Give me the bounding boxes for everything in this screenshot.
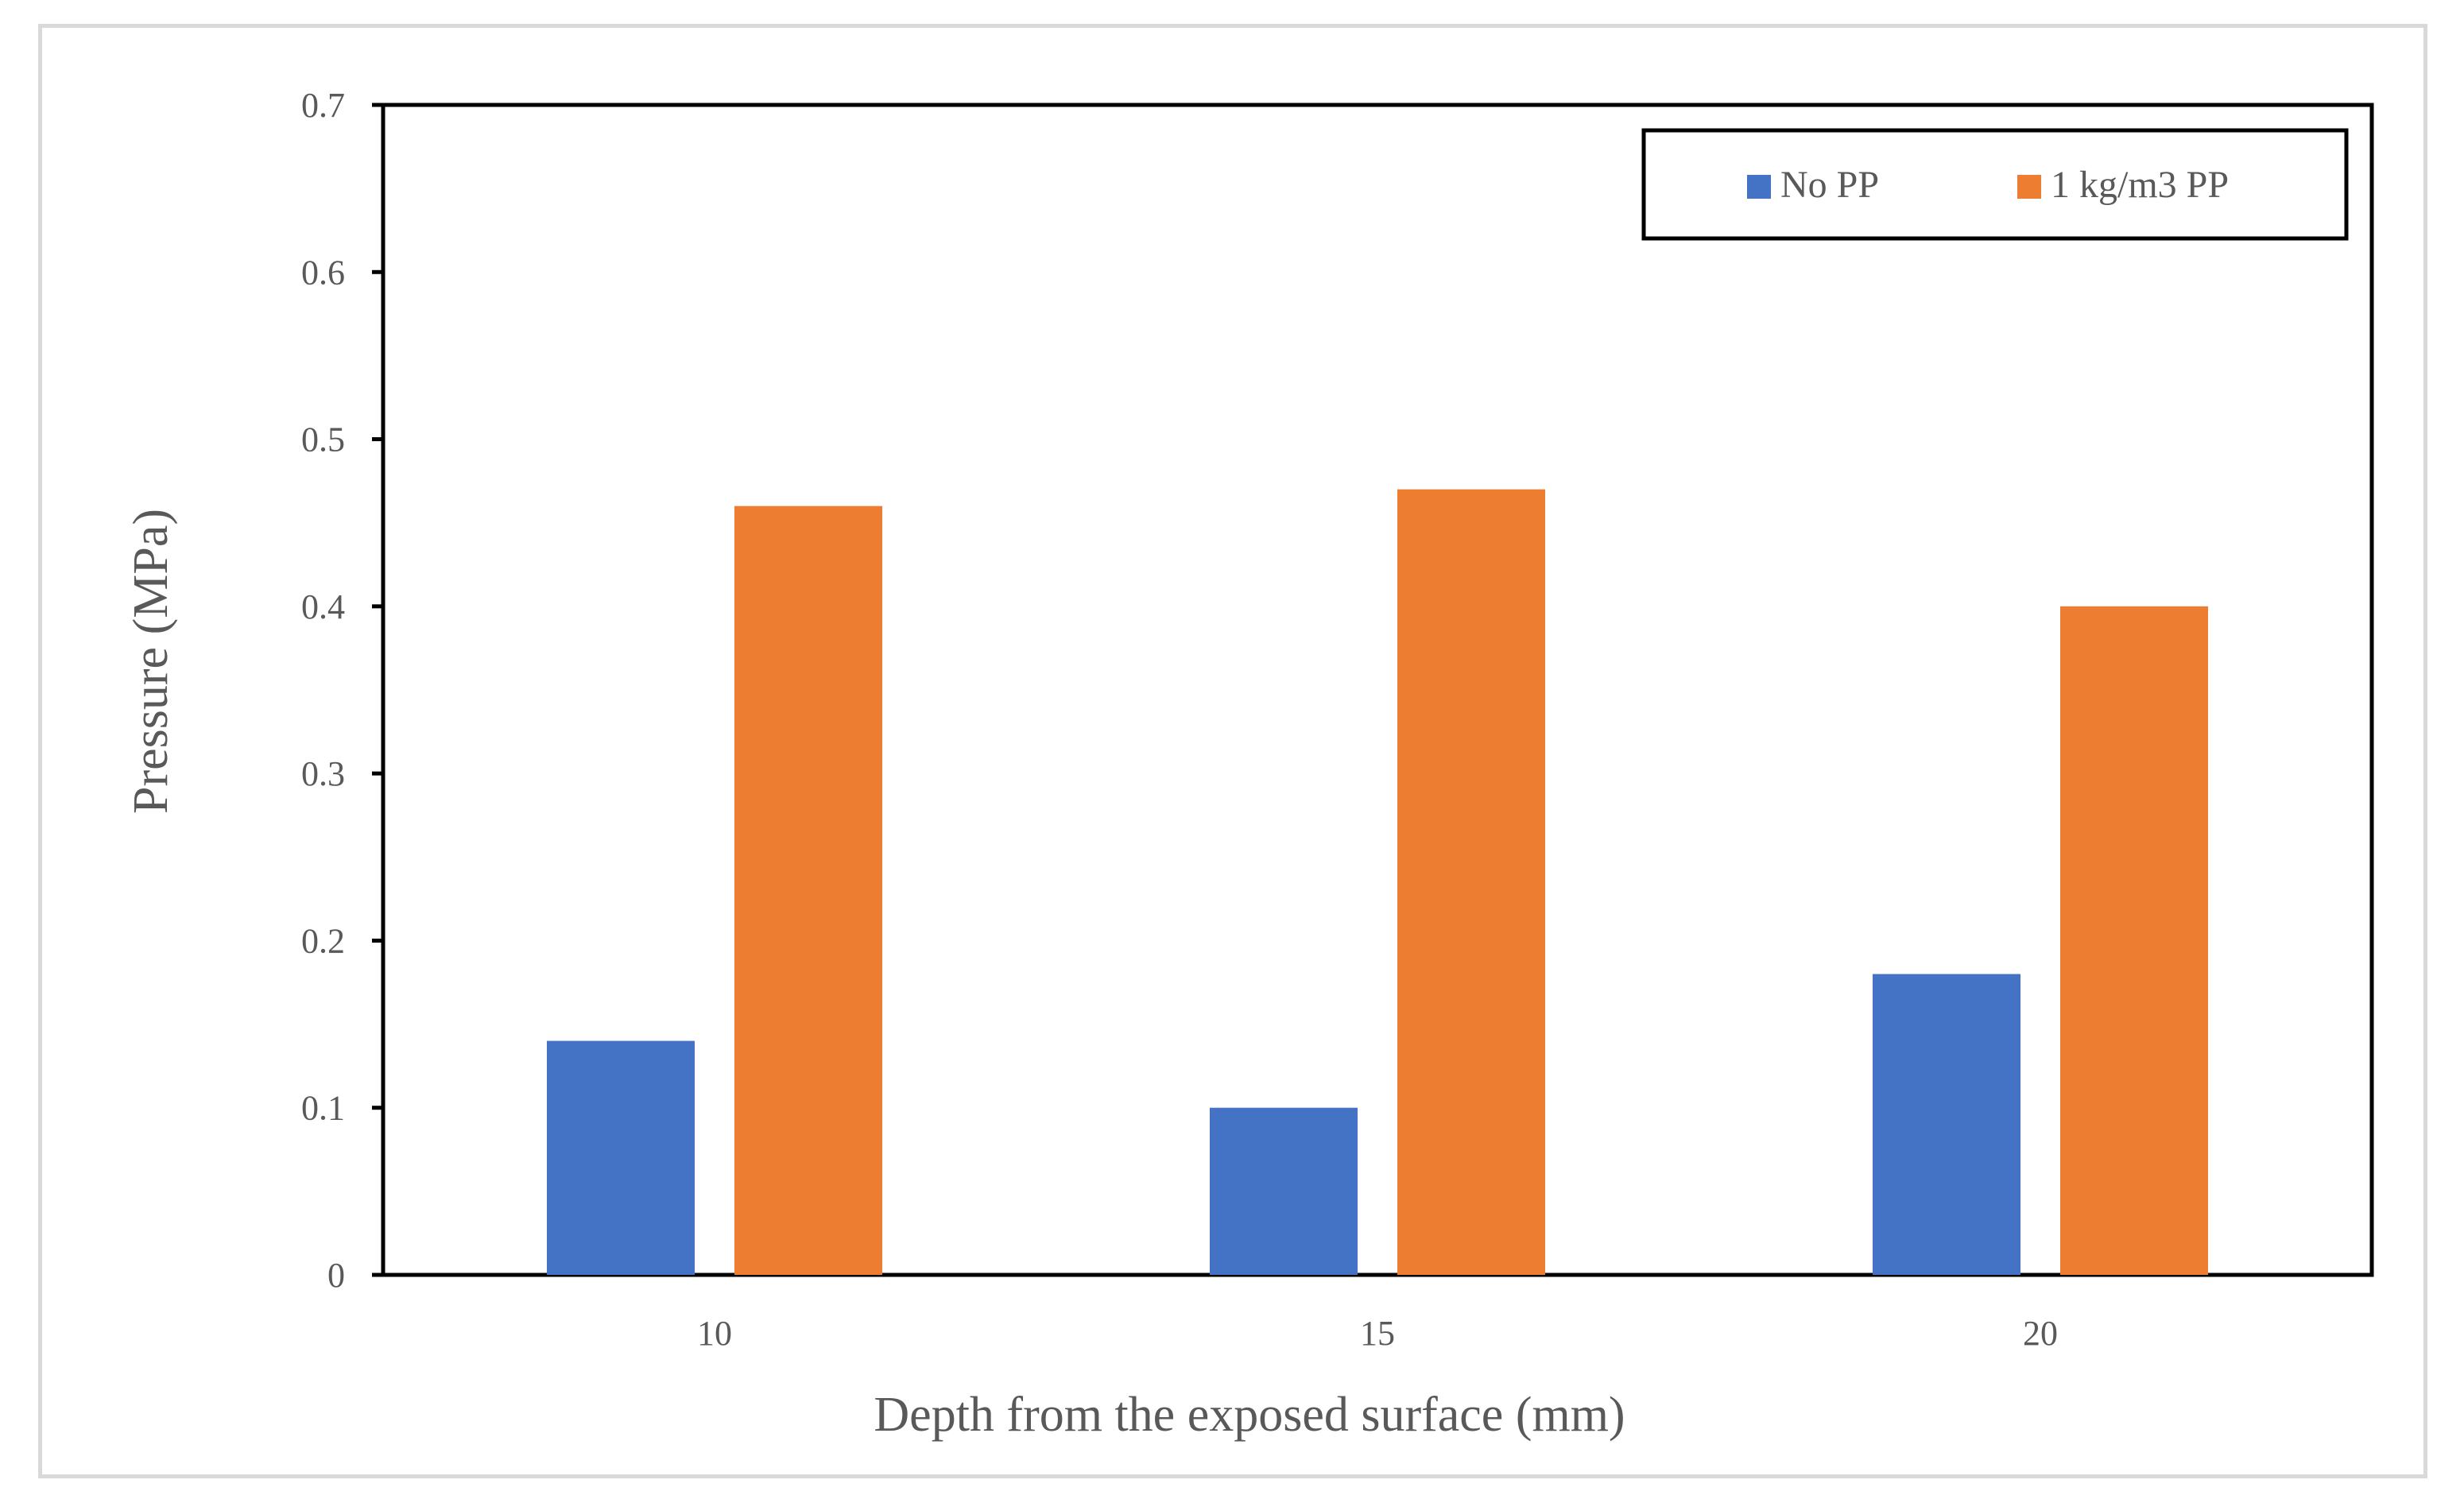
y-tick-label: 0.2 [301, 921, 345, 960]
bar-no-pp-15 [1210, 1107, 1358, 1275]
x-tick-label: 15 [1360, 1314, 1395, 1353]
bar-no-pp-10 [547, 1040, 695, 1275]
y-axis-title: Pressure (MPa) [124, 509, 178, 814]
y-tick-label: 0.3 [301, 754, 345, 793]
bars [547, 489, 2208, 1275]
bar-1kg-pp-10 [734, 506, 882, 1275]
y-tick-label: 0.7 [301, 86, 345, 125]
x-tick-label: 20 [2023, 1314, 2058, 1353]
y-axis-ticks [372, 103, 383, 1277]
y-tick-label: 0.6 [301, 253, 345, 292]
y-tick-label: 0.4 [301, 587, 345, 626]
legend: No PP 1 kg/m3 PP [1641, 128, 2349, 241]
legend-swatch-1kg-pp [2017, 175, 2041, 199]
y-tick-label: 0.1 [301, 1089, 345, 1128]
legend-label-1kg-pp: 1 kg/m3 PP [2051, 164, 2229, 206]
y-tick-label: 0.5 [301, 420, 345, 459]
x-axis-title: Depth from the exposed surface (mm) [874, 1388, 1625, 1442]
bar-no-pp-20 [1873, 974, 2020, 1275]
legend-label-no-pp: No PP [1780, 164, 1879, 206]
x-axis-tick-labels: 10 15 20 [697, 1314, 2058, 1353]
bar-1kg-pp-20 [2060, 606, 2208, 1275]
bar-1kg-pp-15 [1397, 489, 1545, 1275]
y-tick-label: 0 [327, 1256, 345, 1295]
x-tick-label: 10 [697, 1314, 732, 1353]
y-axis-tick-labels: 0 0.1 0.2 0.3 0.4 0.5 0.6 0.7 [301, 86, 345, 1295]
legend-swatch-no-pp [1747, 175, 1771, 199]
